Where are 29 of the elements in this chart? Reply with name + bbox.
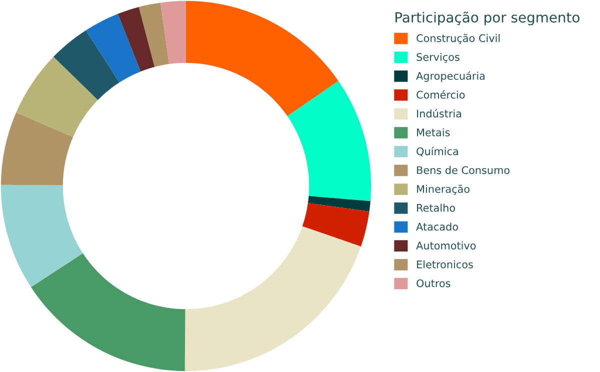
donut-slice (302, 202, 370, 246)
donut-slice (160, 0, 186, 64)
donut-slice (138, 2, 170, 67)
legend-label: Retalho (417, 204, 455, 212)
legend-title: Participação por segmento (396, 12, 580, 26)
legend-label: Eletronicos (417, 260, 473, 268)
legend-label: Agropecuária (416, 71, 485, 82)
legend-label: Comércio (416, 90, 465, 99)
legend-label: Metais (417, 128, 450, 136)
donut-slice (287, 81, 372, 202)
donut-slice (54, 30, 120, 100)
legend-label: Indústria (417, 109, 462, 118)
donut-slice (0, 184, 83, 288)
legend-label: Outros (416, 279, 450, 288)
legend-label: Automotivo (416, 241, 476, 250)
legend-label: Serviços (416, 52, 460, 63)
legend-label: Atacado (416, 222, 458, 231)
donut-slice (16, 56, 98, 138)
donut-slice (31, 253, 186, 372)
donut-slice (118, 7, 155, 72)
donut-slice (0, 112, 73, 186)
donut-slice (86, 14, 141, 82)
legend-label: Bens de Consumo (417, 166, 510, 174)
legend-label: Química (416, 146, 458, 156)
legend-label: Construção Civil (416, 34, 500, 44)
donut-slice (184, 226, 361, 372)
legend-label: Mineração (417, 184, 470, 195)
donut-slice (308, 196, 370, 212)
donut-slice (186, 0, 338, 116)
